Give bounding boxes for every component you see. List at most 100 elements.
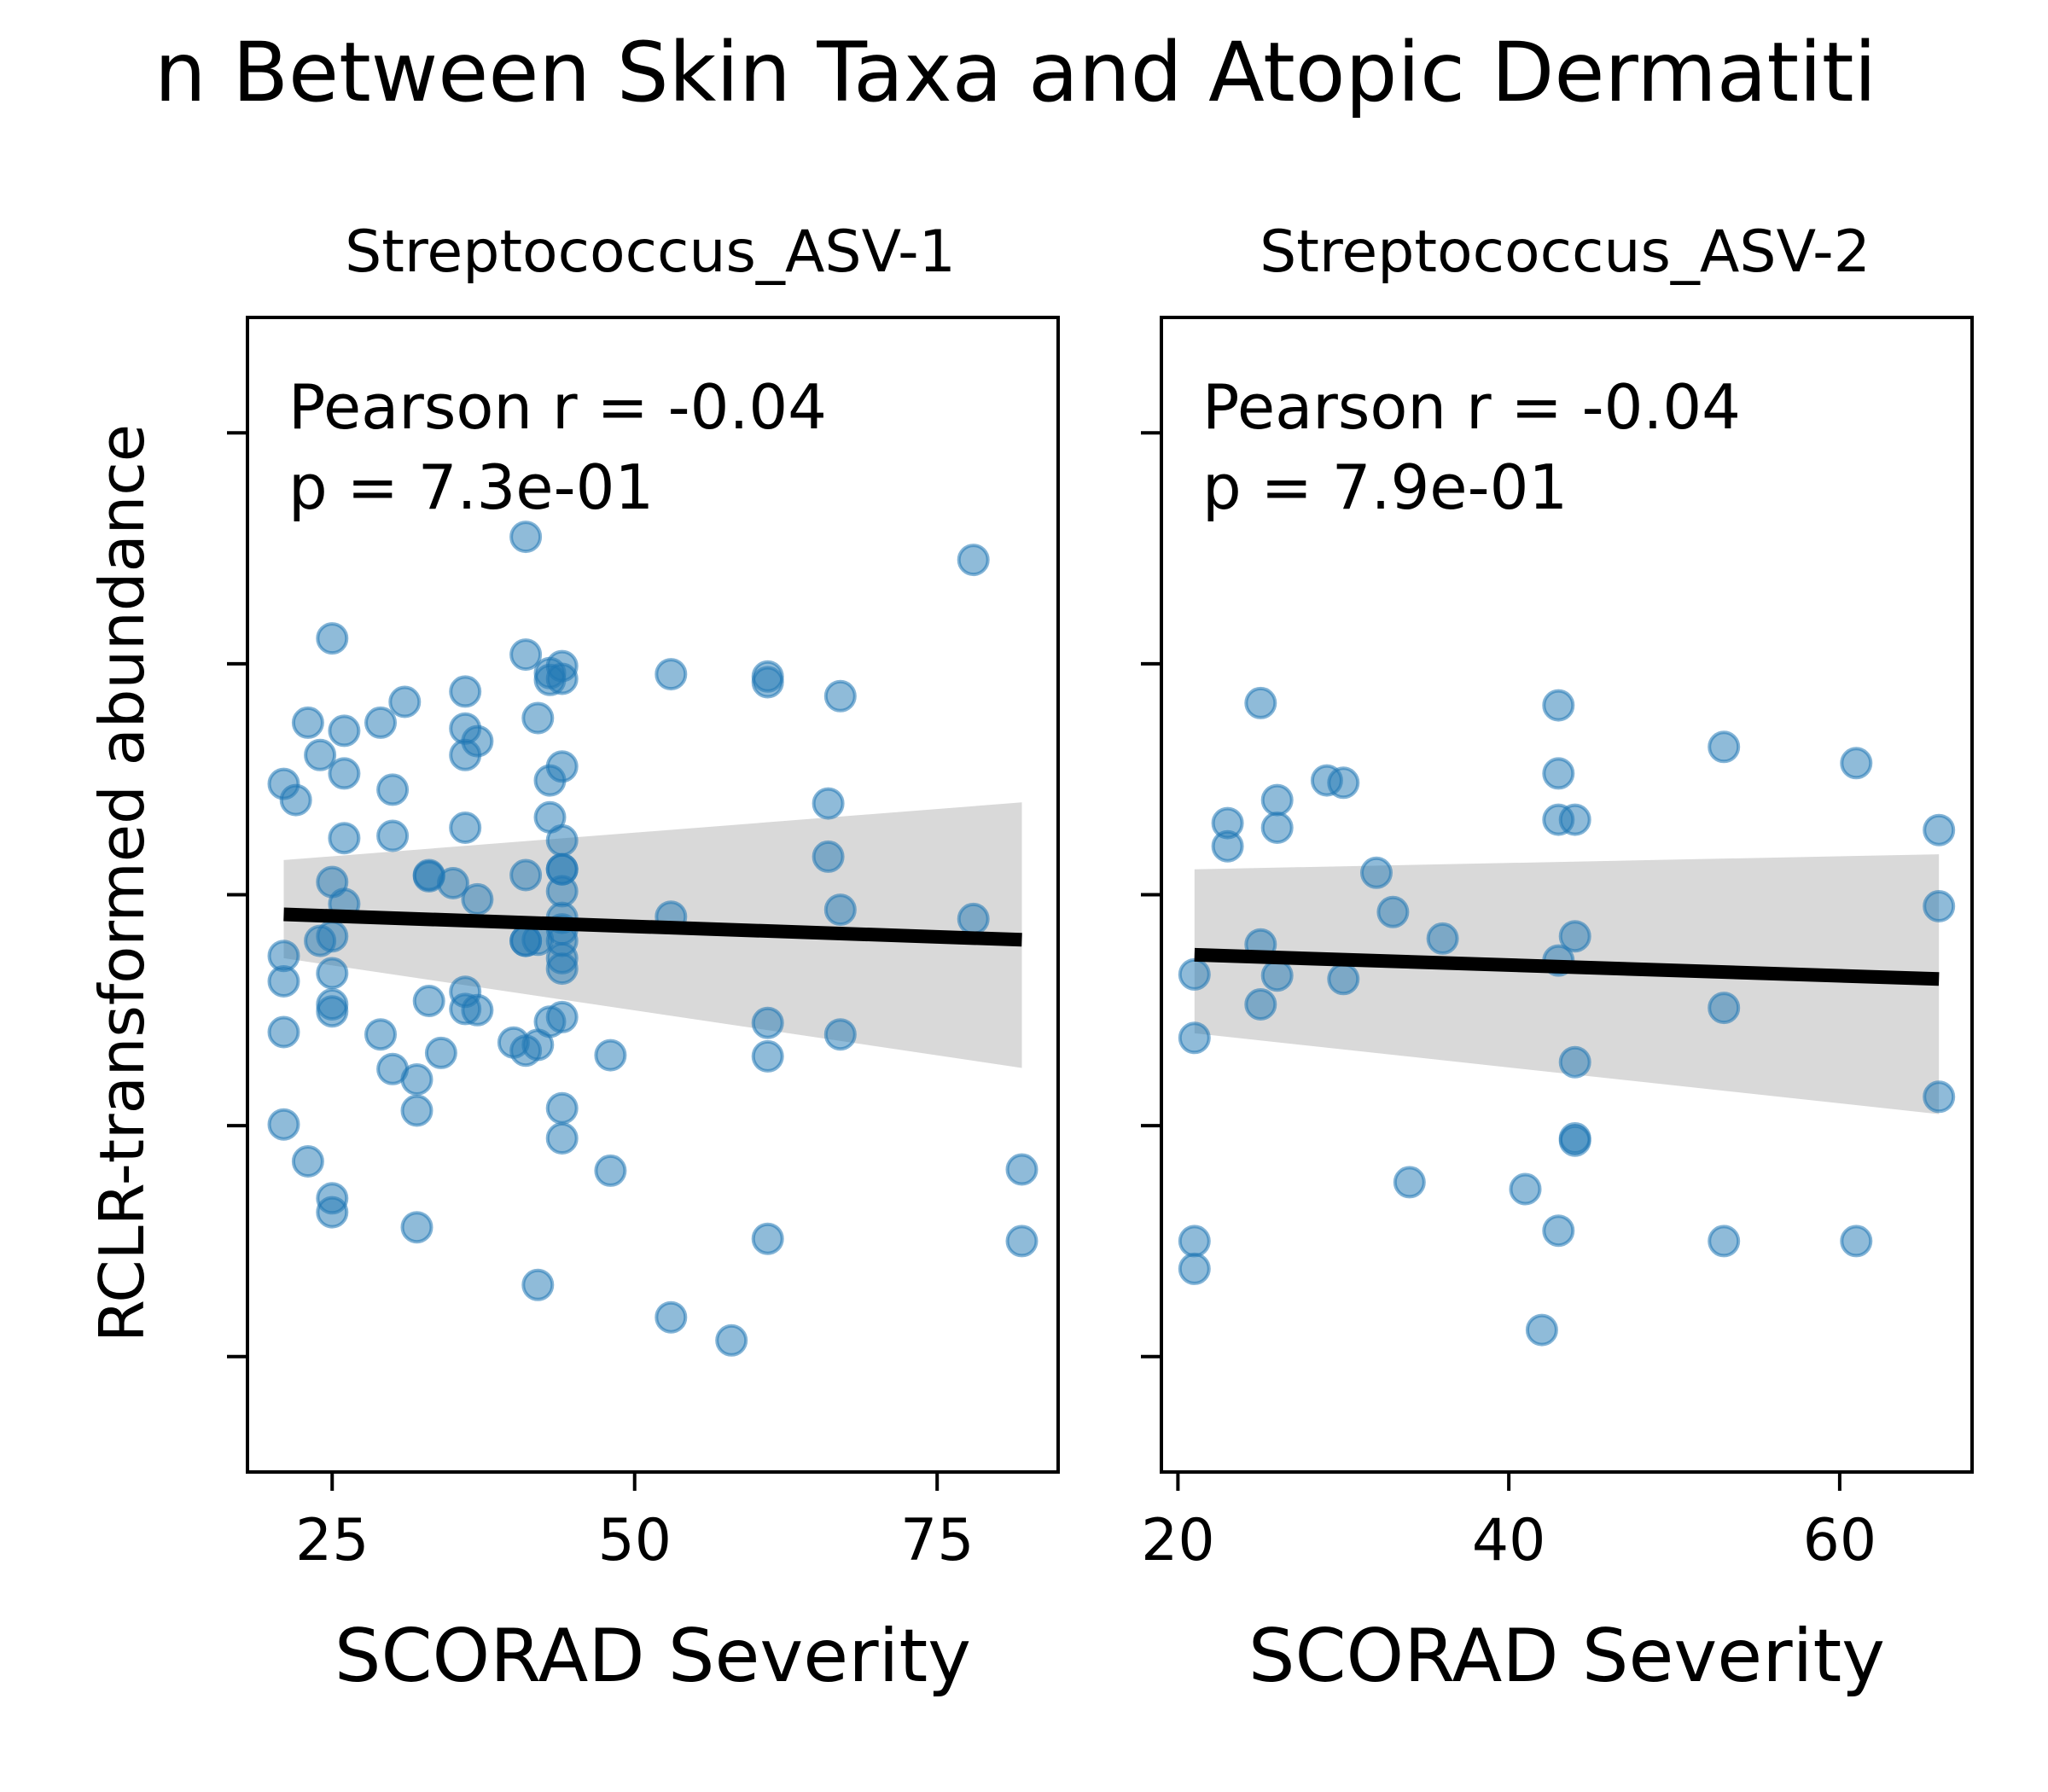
subplot-1-x-tick-label: 25 (295, 1507, 369, 1574)
subplot-1-x-axis-label: SCORAD Severity (335, 1614, 971, 1699)
subplot-2-data-point (1542, 689, 1575, 722)
subplot-1-data-point (509, 924, 543, 957)
subplot-1-title: Streptococcus_ASV-1 (345, 218, 956, 286)
subplot-1-data-point (509, 858, 543, 892)
subplot-1-data-point (267, 965, 300, 998)
subplot-1-data-point (823, 893, 857, 927)
subplot-1-data-point (823, 679, 857, 713)
subplot-2-data-point (1360, 856, 1393, 889)
subplot-1-data-point (364, 706, 397, 739)
subplot-1-data-point (388, 685, 422, 719)
subplot-1-data-point (316, 995, 349, 1028)
subplot-1-data-point (545, 1091, 579, 1125)
subplot-2-data-point (1211, 829, 1244, 863)
subplot-1-data-point (291, 706, 324, 739)
subplot-1-data-point (751, 666, 784, 699)
subplot-1-data-point (545, 941, 579, 975)
subplot-1-frame (246, 316, 1060, 1474)
subplot-1-annotation-line-2: p = 7.3e-01 (288, 451, 654, 523)
subplot-1-data-point (412, 985, 445, 1017)
subplot-2-data-point (1260, 812, 1294, 844)
subplot-2-data-point (1426, 922, 1459, 955)
subplot-2-data-point (1393, 1166, 1426, 1199)
subplot-1-data-point (424, 1036, 457, 1069)
subplot-1-data-point (364, 1018, 397, 1051)
subplot-1-data-point (715, 1324, 748, 1357)
subplot-1-data-point (509, 521, 543, 554)
subplot-2-data-point (1244, 988, 1277, 1021)
subplot-1-data-point (291, 1145, 324, 1178)
figure-title: n Between Skin Taxa and Atopic Dermatiti (154, 25, 1876, 120)
subplot-1-x-tick-label: 50 (597, 1507, 672, 1574)
subplot-1-data-point (545, 1122, 579, 1155)
y-axis-label: RCLR-transformed abundance (86, 424, 158, 1342)
subplot-1-data-point (545, 1000, 579, 1033)
subplot-2-title: Streptococcus_ASV-2 (1260, 218, 1871, 286)
subplot-2-x-axis-label: SCORAD Severity (1248, 1614, 1885, 1699)
subplot-1-data-point (812, 840, 845, 873)
subplot-1-data-point (509, 638, 543, 672)
subplot-2-data-point (1509, 1172, 1542, 1206)
subplot-1-plot-area: 25 50 75 (227, 431, 1039, 1574)
subplot-1-data-point (316, 957, 349, 990)
subplot-1-data-point (545, 662, 579, 695)
subplot-2: Streptococcus_ASV-2 20 40 60 Pearson r = -… (1141, 218, 1974, 1699)
subplot-1-data-point (521, 1268, 555, 1301)
subplot-2-data-point (1840, 1225, 1873, 1258)
subplot-1-data-point (449, 675, 482, 708)
subplot-2-data-point (1178, 1021, 1211, 1055)
subplot-1-data-point (1005, 1153, 1039, 1186)
subplot-1-data-point (823, 1018, 857, 1051)
subplot-1-data-point (400, 1211, 433, 1244)
subplot-2-x-tick-label: 40 (1472, 1507, 1546, 1574)
subplot-1-data-point (957, 902, 990, 935)
subplot-1-data-point (545, 875, 579, 908)
subplot-2-data-point (1542, 1214, 1575, 1248)
subplot-1-data-point (328, 822, 361, 855)
subplot-2-data-point (1558, 803, 1591, 836)
subplot-2-data-point (1327, 963, 1360, 996)
subplot-2-data-point (1558, 1124, 1591, 1157)
subplot-2-data-point (1178, 1252, 1211, 1285)
subplot-1-data-point (376, 819, 410, 852)
subplot-1-data-point (461, 993, 494, 1027)
subplot-1-data-point (304, 924, 337, 957)
subplot-1-x-tick-label: 75 (900, 1507, 975, 1574)
subplot-1-data-point (316, 622, 349, 655)
subplot-1-data-point (316, 1196, 349, 1229)
subplot-2-data-point (1708, 730, 1741, 764)
subplot-2-x-tick-label: 60 (1803, 1507, 1877, 1574)
subplot-2-data-point (1244, 686, 1277, 719)
subplot-1-data-point (594, 1039, 627, 1072)
subplot-1-data-point (328, 714, 361, 748)
subplot-1-data-point (376, 773, 410, 806)
subplot-1-data-point (328, 757, 361, 790)
subplot-2-data-point (1327, 766, 1360, 800)
subplot-1: Streptococcus_ASV-1 25 50 75 Pearson r = -… (227, 218, 1060, 1699)
subplot-1-data-point (751, 1039, 784, 1073)
subplot-2-data-point (1923, 1080, 1956, 1114)
subplot-1-data-point (279, 783, 312, 817)
subplot-1-data-point (304, 738, 337, 771)
subplot-2-data-point (1840, 747, 1873, 780)
subplot-2-data-point (1260, 959, 1294, 992)
subplot-2-data-point (1525, 1313, 1558, 1347)
subplot-1-regression-line (283, 907, 1022, 947)
subplot-1-data-point (655, 1300, 688, 1334)
subplot-2-data-point (1708, 992, 1741, 1025)
subplot-2-data-point (1708, 1225, 1741, 1258)
subplot-1-data-point (594, 1154, 627, 1187)
subplot-2-data-point (1923, 890, 1956, 922)
subplot-2-data-point (1178, 957, 1211, 991)
subplot-2-data-point (1260, 783, 1294, 817)
subplot-2-data-point (1558, 1045, 1591, 1079)
subplot-1-data-point (267, 1108, 300, 1141)
subplot-1-data-point (267, 1015, 300, 1049)
subplot-2-frame (1160, 316, 1974, 1474)
subplot-2-annotation-line-1: Pearson r = -0.04 (1202, 371, 1741, 443)
subplot-2-data-point (1376, 895, 1410, 928)
subplot-1-data-point (449, 812, 482, 844)
subplot-1-data-point (400, 1063, 433, 1096)
subplot-1-data-point (449, 738, 482, 771)
